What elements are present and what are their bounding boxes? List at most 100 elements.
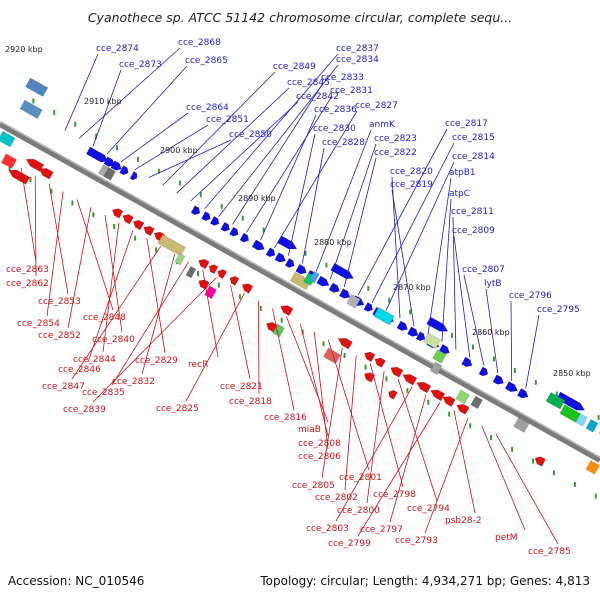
gene-label-cce_2840[interactable]: cce_2840 <box>92 335 135 345</box>
gene-label-cce_2794[interactable]: cce_2794 <box>407 504 450 514</box>
misc-feature-3[interactable] <box>0 130 16 148</box>
gene-label-cce_2801[interactable]: cce_2801 <box>339 473 382 483</box>
minus-gene-26[interactable] <box>266 322 278 333</box>
misc-feature-4[interactable] <box>0 153 18 169</box>
gene-label-cce_2836[interactable]: cce_2836 <box>314 105 357 115</box>
gene-label-miaB[interactable]: miaB <box>298 425 321 435</box>
minus-gene-12[interactable] <box>229 276 240 286</box>
gene-label-cce_2818[interactable]: cce_2818 <box>229 397 272 407</box>
misc-feature-17[interactable] <box>323 347 341 364</box>
gene-label-cce_2822[interactable]: cce_2822 <box>374 148 417 158</box>
gene-label-cce_2807[interactable]: cce_2807 <box>462 265 505 275</box>
plus-gene-37[interactable] <box>330 262 355 279</box>
plus-gene-19[interactable] <box>316 275 330 287</box>
plus-gene-28[interactable] <box>415 331 426 342</box>
minus-gene-23[interactable] <box>456 403 470 415</box>
plus-gene-23[interactable] <box>363 302 373 312</box>
gene-label-cce_2868[interactable]: cce_2868 <box>178 38 221 48</box>
plus-gene-34[interactable] <box>504 381 518 393</box>
misc-feature-25[interactable] <box>575 413 588 427</box>
gene-label-cce_2815[interactable]: cce_2815 <box>452 133 495 143</box>
minus-gene-15[interactable] <box>337 337 353 350</box>
gene-label-cce_2811[interactable]: cce_2811 <box>451 207 494 217</box>
minus-gene-25[interactable] <box>198 279 210 290</box>
gene-label-cce_2873[interactable]: cce_2873 <box>119 60 162 70</box>
gene-label-psb28-2[interactable]: psb28-2 <box>445 516 482 526</box>
minus-gene-29[interactable] <box>534 456 546 467</box>
gene-label-cce_2805[interactable]: cce_2805 <box>292 481 335 491</box>
gene-label-cce_2830[interactable]: cce_2830 <box>313 124 356 134</box>
gene-label-cce_2817[interactable]: cce_2817 <box>445 119 488 129</box>
minus-gene-17[interactable] <box>374 357 386 368</box>
plus-gene-6[interactable] <box>129 171 138 181</box>
plus-gene-13[interactable] <box>251 239 265 251</box>
plus-gene-32[interactable] <box>478 366 489 377</box>
gene-label-cce_2797[interactable]: cce_2797 <box>360 525 403 535</box>
misc-feature-23[interactable] <box>545 392 566 410</box>
gene-label-cce_2799[interactable]: cce_2799 <box>328 539 371 549</box>
plus-gene-2[interactable] <box>94 151 108 163</box>
gene-label-cce_2798[interactable]: cce_2798 <box>373 490 416 500</box>
misc-feature-19[interactable] <box>432 349 447 364</box>
gene-label-cce_2819[interactable]: cce_2819 <box>390 180 433 190</box>
gene-label-cce_2821[interactable]: cce_2821 <box>220 382 263 392</box>
gene-label-cce_2808[interactable]: cce_2808 <box>298 439 341 449</box>
misc-feature-16[interactable] <box>423 332 442 349</box>
gene-label-cce_2853[interactable]: cce_2853 <box>38 297 81 307</box>
misc-feature-20[interactable] <box>429 361 443 375</box>
gene-label-cce_2814[interactable]: cce_2814 <box>452 152 495 162</box>
gene-label-cce_2851[interactable]: cce_2851 <box>206 115 249 125</box>
gene-label-cce_2800[interactable]: cce_2800 <box>337 506 380 516</box>
plus-gene-33[interactable] <box>492 374 504 385</box>
misc-feature-2[interactable] <box>25 77 49 97</box>
gene-label-cce_2829[interactable]: cce_2829 <box>135 356 178 366</box>
misc-feature-22[interactable] <box>470 395 483 410</box>
plus-gene-11[interactable] <box>229 226 239 237</box>
plus-gene-26[interactable] <box>396 320 408 331</box>
gene-label-recR[interactable]: recR <box>188 360 208 370</box>
gene-label-petM[interactable]: petM <box>495 533 518 543</box>
minus-gene-18[interactable] <box>390 366 404 378</box>
plus-gene-21[interactable] <box>338 288 351 299</box>
gene-label-cce_2845[interactable]: cce_2845 <box>287 78 330 88</box>
gene-label-cce_2796[interactable]: cce_2796 <box>509 291 552 301</box>
gene-label-cce_2847[interactable]: cce_2847 <box>42 382 85 392</box>
gene-label-cce_2864[interactable]: cce_2864 <box>186 103 229 113</box>
gene-label-cce_2846[interactable]: cce_2846 <box>58 365 101 375</box>
gene-label-cce_2835[interactable]: cce_2835 <box>82 388 125 398</box>
gene-label-cce_2803[interactable]: cce_2803 <box>306 524 349 534</box>
gene-label-cce_2809[interactable]: cce_2809 <box>452 226 495 236</box>
minus-gene-22[interactable] <box>442 396 456 407</box>
plus-gene-9[interactable] <box>209 216 220 226</box>
misc-feature-26[interactable] <box>585 419 599 433</box>
misc-feature-13[interactable] <box>308 270 320 284</box>
gene-label-cce_2839[interactable]: cce_2839 <box>63 405 106 415</box>
gene-label-lytB[interactable]: lytB <box>484 279 502 289</box>
plus-gene-7[interactable] <box>190 205 201 216</box>
minus-gene-19[interactable] <box>402 374 418 386</box>
gene-label-cce_2806[interactable]: cce_2806 <box>298 452 341 462</box>
misc-feature-1[interactable] <box>19 99 43 119</box>
gene-label-cce_2837[interactable]: cce_2837 <box>336 44 379 54</box>
gene-label-cce_2850[interactable]: cce_2850 <box>229 130 272 140</box>
misc-feature-6[interactable] <box>103 167 116 181</box>
misc-feature-11[interactable] <box>289 271 312 291</box>
plus-gene-8[interactable] <box>201 211 211 221</box>
misc-feature-9[interactable] <box>185 266 197 279</box>
gene-label-cce_2834[interactable]: cce_2834 <box>336 55 379 65</box>
gene-label-cce_2842[interactable]: cce_2842 <box>296 92 339 102</box>
misc-feature-7[interactable] <box>157 234 186 257</box>
minus-gene-6[interactable] <box>143 225 155 237</box>
gene-label-cce_2862[interactable]: cce_2862 <box>6 279 49 289</box>
plus-gene-12[interactable] <box>239 232 250 243</box>
plus-gene-10[interactable] <box>220 221 230 232</box>
plus-gene-31[interactable] <box>461 356 473 368</box>
gene-label-cce_2832[interactable]: cce_2832 <box>112 377 155 387</box>
gene-label-cce_2802[interactable]: cce_2802 <box>315 493 358 503</box>
gene-label-atpC[interactable]: atpC <box>449 189 470 199</box>
misc-feature-15[interactable] <box>373 307 395 326</box>
minus-gene-28[interactable] <box>388 390 398 400</box>
plus-gene-35[interactable] <box>516 388 529 399</box>
gene-label-cce_2827[interactable]: cce_2827 <box>355 101 398 111</box>
gene-label-cce_2833[interactable]: cce_2833 <box>321 73 364 83</box>
